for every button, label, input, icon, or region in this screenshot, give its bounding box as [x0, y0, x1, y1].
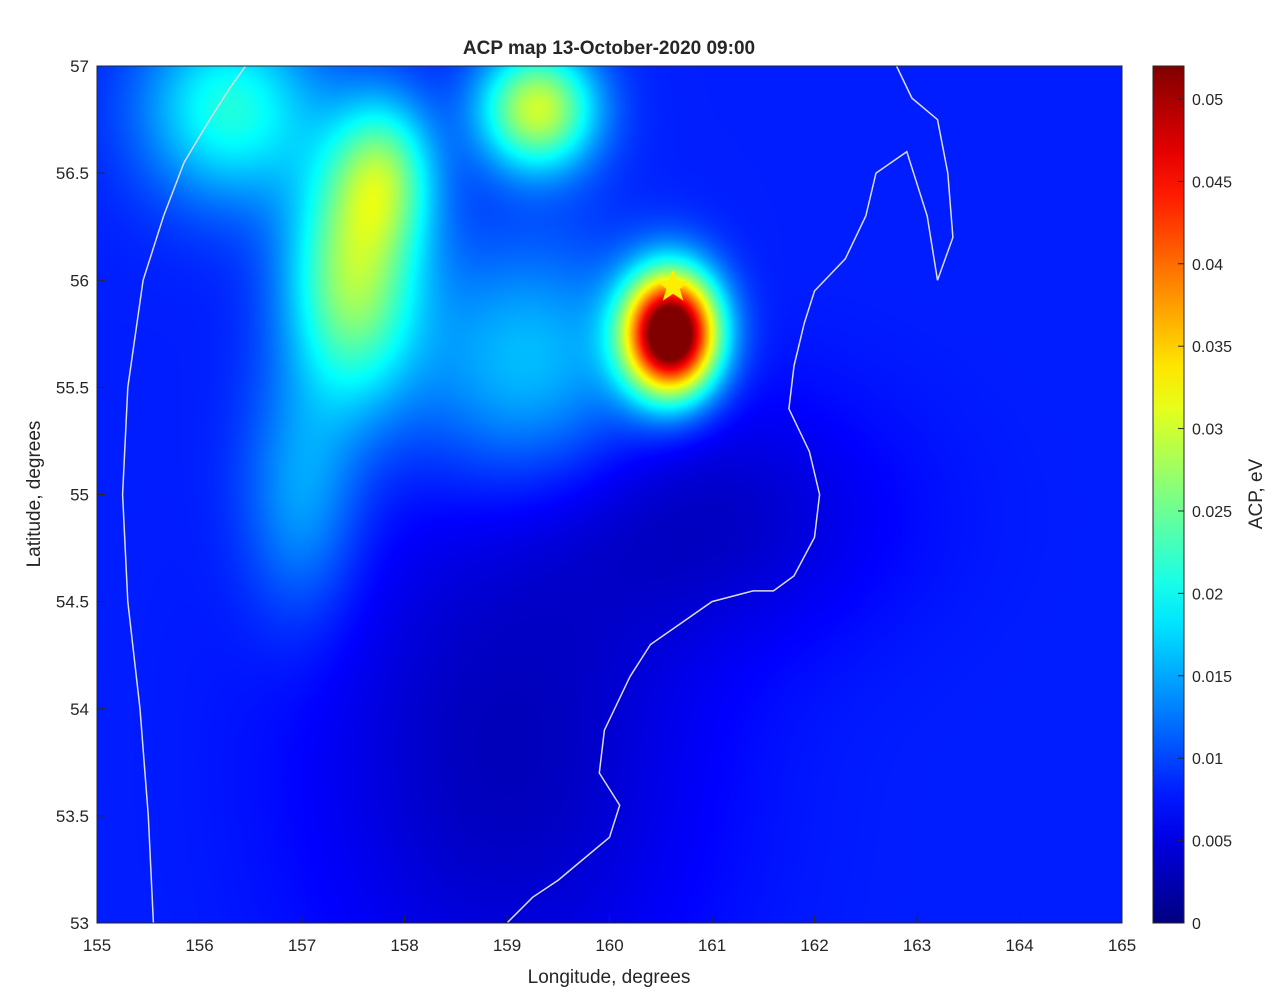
x-tick-label: 155: [83, 936, 111, 955]
y-tick-label: 56.5: [56, 164, 89, 183]
epicenter-star-icon: [656, 269, 690, 301]
y-axis-ticks: 53 53.5 54 54.5 55 55.5 56 56.5 57: [56, 57, 105, 933]
colorbar: 0 0.005 0.01 0.015 0.02 0.025 0.03 0.035 0.04 0.0…: [1152, 65, 1267, 933]
x-tick-label: 157: [288, 936, 316, 955]
y-tick-label: 54: [70, 700, 89, 719]
y-tick-label: 56: [70, 271, 89, 290]
colorbar-tick-label: 0.005: [1192, 834, 1232, 851]
x-tick-label: 163: [903, 936, 931, 955]
coastline-1: [121, 65, 247, 924]
x-tick-label: 161: [698, 936, 726, 955]
x-tick-label: 164: [1005, 936, 1033, 955]
y-tick-label: 54.5: [56, 593, 89, 612]
colorbar-tick-label: 0.05: [1192, 92, 1223, 109]
coastline-2: [506, 65, 954, 924]
colorbar-gradient: [1152, 65, 1185, 924]
x-tick-label: 158: [390, 936, 418, 955]
colorbar-tick-label: 0.03: [1192, 422, 1223, 439]
colorbar-tick-label: 0.025: [1192, 504, 1232, 521]
colorbar-tick-label: 0.01: [1192, 751, 1223, 768]
x-tick-label: 165: [1108, 936, 1136, 955]
y-tick-label: 57: [70, 57, 89, 76]
coastline-layer: [121, 65, 954, 924]
x-axis-ticks: 155 156 157 158 159 160 161 162 163 164 165: [83, 915, 1136, 955]
x-tick-label: 160: [595, 936, 623, 955]
x-tick-label: 156: [185, 936, 213, 955]
y-axis-label: Latitude, degrees: [24, 421, 45, 568]
x-tick-label: 162: [800, 936, 828, 955]
y-tick-label: 53.5: [56, 807, 89, 826]
acp-heatmap: [97, 66, 1122, 923]
colorbar-tick-label: 0.015: [1192, 669, 1232, 686]
colorbar-tick-label: 0.02: [1192, 586, 1223, 603]
chart-title: ACP map 13-October-2020 09:00: [463, 38, 755, 59]
colorbar-tick-label: 0.035: [1192, 339, 1232, 356]
y-tick-label: 53: [70, 914, 89, 933]
colorbar-label: ACP, eV: [1246, 458, 1267, 529]
colorbar-tick-label: 0.045: [1192, 174, 1232, 191]
y-tick-label: 55: [70, 486, 89, 505]
x-axis-label: Longitude, degrees: [528, 967, 691, 988]
colorbar-ticks: 0 0.005 0.01 0.015 0.02 0.025 0.03 0.035 0.04 0.0…: [1178, 92, 1232, 933]
x-tick-label: 159: [493, 936, 521, 955]
colorbar-tick-label: 0: [1192, 916, 1201, 933]
colorbar-tick-label: 0.04: [1192, 257, 1223, 274]
plot-area: [96, 65, 1123, 924]
y-tick-label: 55.5: [56, 378, 89, 397]
